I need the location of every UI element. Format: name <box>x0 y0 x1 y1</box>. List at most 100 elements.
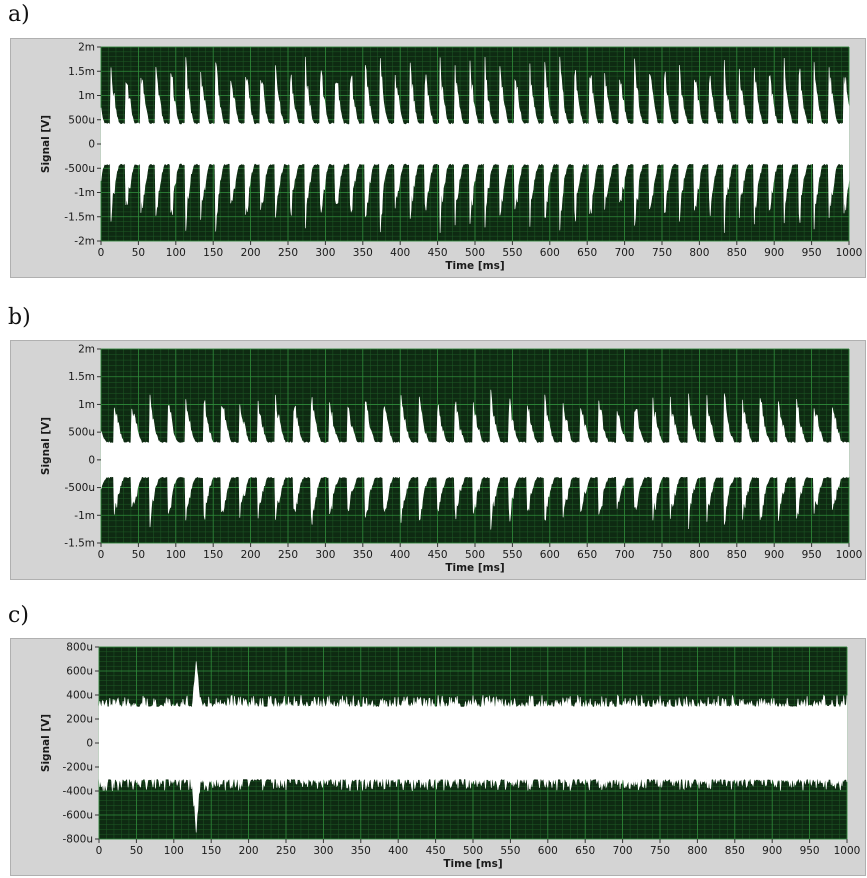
y-axis-title: Signal [V] <box>40 115 52 173</box>
y-tick-label: -1.5m <box>64 538 95 550</box>
x-tick-label: 550 <box>500 845 520 857</box>
chart-svg-a: 0 50 100 150 200 250 300 350 400 450 500 550 600 650 7… <box>40 42 863 273</box>
x-tick-label: 450 <box>426 845 446 857</box>
panel-label-b: b) <box>8 305 31 330</box>
y-tick-label: -800u <box>63 834 94 846</box>
y-tick-label: 500u <box>68 114 95 126</box>
x-tick-label: 950 <box>802 549 822 561</box>
x-tick-label: 850 <box>727 549 747 561</box>
chart-panel-b: 0 50 100 150 200 250 300 350 400 450 500 550 600 650 7… <box>10 340 866 580</box>
x-tick-label: 850 <box>727 247 747 259</box>
x-tick-label: 650 <box>575 845 595 857</box>
y-tick-label: 0 <box>86 738 93 750</box>
x-tick-label: 1000 <box>836 549 863 561</box>
x-tick-label: 900 <box>764 549 784 561</box>
y-tick-label: -2m <box>74 236 95 248</box>
x-tick-label: 1000 <box>834 845 861 857</box>
x-tick-label: 350 <box>353 247 373 259</box>
x-tick-label: 0 <box>96 845 103 857</box>
x-tick-label: 500 <box>465 549 485 561</box>
x-tick-label: 150 <box>201 845 221 857</box>
x-tick-label: 550 <box>502 247 522 259</box>
y-tick-label: -1m <box>74 510 95 522</box>
chart-svg-b: 0 50 100 150 200 250 300 350 400 450 500 550 600 650 7… <box>40 344 863 575</box>
y-tick-label: 1m <box>78 399 95 411</box>
panel-label-a: a) <box>8 2 30 27</box>
x-tick-label: 200 <box>239 845 259 857</box>
x-tick-label: 400 <box>390 549 410 561</box>
x-axis-title: Time [ms] <box>445 260 504 272</box>
x-tick-label: 600 <box>540 549 560 561</box>
x-tick-label: 400 <box>390 247 410 259</box>
y-tick-label: 0 <box>88 139 95 151</box>
x-tick-label: 800 <box>689 247 709 259</box>
y-tick-label: 400u <box>66 690 93 702</box>
x-tick-label: 650 <box>577 549 597 561</box>
y-tick-label: 600u <box>66 666 93 678</box>
x-tick-label: 700 <box>615 549 635 561</box>
x-tick-label: 100 <box>164 845 184 857</box>
x-tick-label: 950 <box>800 845 820 857</box>
x-tick-label: 700 <box>615 247 635 259</box>
x-tick-label: 750 <box>652 549 672 561</box>
x-tick-label: 50 <box>130 845 143 857</box>
x-tick-label: 550 <box>502 549 522 561</box>
y-tick-label: 1.5m <box>68 66 95 78</box>
x-tick-label: 150 <box>203 247 223 259</box>
y-tick-label: -1m <box>74 187 95 199</box>
y-axis-title: Signal [V] <box>40 714 52 772</box>
y-tick-label: 800u <box>66 642 93 654</box>
panel-label-c: c) <box>8 603 29 628</box>
x-tick-label: 300 <box>315 247 335 259</box>
x-tick-label: 200 <box>241 247 261 259</box>
y-tick-label: 200u <box>66 714 93 726</box>
x-tick-label: 750 <box>650 845 670 857</box>
y-tick-label: -400u <box>63 786 94 798</box>
y-tick-label: 1m <box>78 90 95 102</box>
x-tick-label: 500 <box>463 845 483 857</box>
x-tick-label: 900 <box>762 845 782 857</box>
x-tick-label: 50 <box>132 549 145 561</box>
y-tick-label: -500u <box>65 163 96 175</box>
x-tick-label: 250 <box>278 247 298 259</box>
x-axis-title: Time [ms] <box>445 562 504 574</box>
signal-trace <box>100 56 850 233</box>
x-tick-label: 300 <box>315 549 335 561</box>
x-axis-title: Time [ms] <box>443 858 502 870</box>
x-tick-label: 600 <box>538 845 558 857</box>
chart-panel-a: 0 50 100 150 200 250 300 350 400 450 500 550 600 650 7… <box>10 38 866 278</box>
x-tick-label: 450 <box>428 247 448 259</box>
x-tick-label: 250 <box>276 845 296 857</box>
x-tick-label: 350 <box>351 845 371 857</box>
x-tick-label: 600 <box>540 247 560 259</box>
x-tick-label: 350 <box>353 549 373 561</box>
chart-svg-c: 0 50 100 150 200 250 300 350 400 450 500 550 600 650 7… <box>40 642 861 871</box>
x-tick-label: 400 <box>388 845 408 857</box>
x-tick-label: 1000 <box>836 247 863 259</box>
x-tick-label: 850 <box>725 845 745 857</box>
x-tick-label: 50 <box>132 247 145 259</box>
x-tick-label: 300 <box>313 845 333 857</box>
signal-trace <box>100 389 850 530</box>
x-tick-label: 700 <box>613 845 633 857</box>
y-tick-label: -600u <box>63 810 94 822</box>
x-tick-label: 950 <box>802 247 822 259</box>
x-tick-label: 800 <box>689 549 709 561</box>
x-tick-label: 0 <box>98 247 105 259</box>
x-tick-label: 500 <box>465 247 485 259</box>
chart-panel-c: 0 50 100 150 200 250 300 350 400 450 500 550 600 650 7… <box>10 638 866 876</box>
y-tick-label: -500u <box>65 482 96 494</box>
y-tick-label: 2m <box>78 344 95 356</box>
x-tick-label: 100 <box>166 549 186 561</box>
y-axis-title: Signal [V] <box>40 417 52 475</box>
x-tick-label: 650 <box>577 247 597 259</box>
x-tick-label: 150 <box>203 549 223 561</box>
y-tick-label: 2m <box>78 42 95 54</box>
x-tick-label: 750 <box>652 247 672 259</box>
x-tick-label: 100 <box>166 247 186 259</box>
y-tick-label: -1.5m <box>64 211 95 223</box>
x-tick-label: 0 <box>98 549 105 561</box>
signal-trace <box>98 661 848 833</box>
y-tick-label: 500u <box>68 427 95 439</box>
x-tick-label: 800 <box>687 845 707 857</box>
